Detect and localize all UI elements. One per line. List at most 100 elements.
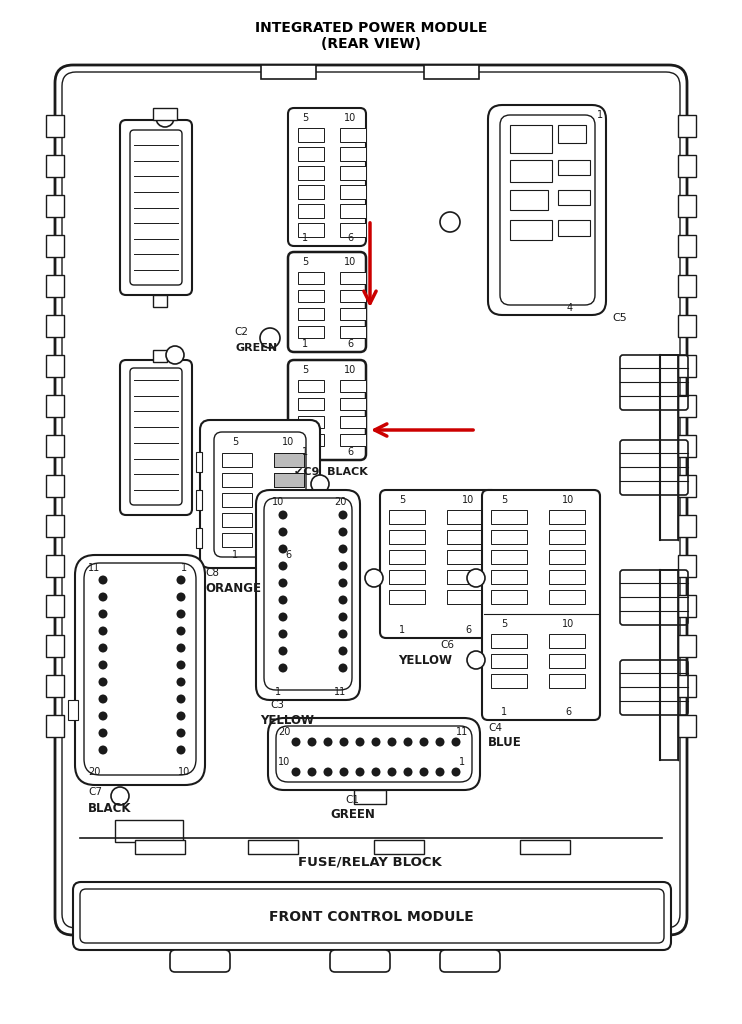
Bar <box>424 65 479 79</box>
FancyBboxPatch shape <box>200 420 320 568</box>
Text: C8: C8 <box>205 568 219 578</box>
Text: 10: 10 <box>344 113 356 123</box>
Bar <box>678 515 696 537</box>
Text: 5: 5 <box>302 365 308 375</box>
Bar <box>298 416 324 428</box>
Text: 6: 6 <box>347 233 353 243</box>
FancyBboxPatch shape <box>288 252 366 352</box>
FancyBboxPatch shape <box>75 555 205 785</box>
Circle shape <box>372 768 381 776</box>
Bar <box>274 473 304 487</box>
Bar <box>558 190 590 205</box>
Circle shape <box>436 768 444 776</box>
Circle shape <box>404 737 413 746</box>
Text: GREEN: GREEN <box>235 343 277 353</box>
Bar <box>46 275 64 297</box>
Bar <box>549 634 585 648</box>
Bar <box>46 195 64 217</box>
Bar <box>678 475 696 497</box>
Circle shape <box>278 630 287 639</box>
Circle shape <box>99 643 108 652</box>
Circle shape <box>278 561 287 570</box>
Bar <box>447 510 483 524</box>
Bar <box>298 290 324 302</box>
Bar <box>298 147 324 161</box>
Bar <box>340 416 366 428</box>
Circle shape <box>324 768 332 776</box>
Bar <box>153 350 167 362</box>
Text: 1: 1 <box>275 687 281 697</box>
Bar <box>274 513 304 527</box>
Bar <box>274 453 304 467</box>
Circle shape <box>99 745 108 755</box>
Bar <box>153 108 177 120</box>
Bar <box>222 534 252 547</box>
Circle shape <box>311 475 329 493</box>
Bar <box>389 550 425 564</box>
FancyBboxPatch shape <box>55 65 687 935</box>
Bar <box>340 272 366 284</box>
Circle shape <box>278 664 287 673</box>
Bar <box>491 634 527 648</box>
Text: ORANGE: ORANGE <box>205 582 261 595</box>
Bar <box>520 840 570 854</box>
Bar <box>340 290 366 302</box>
Bar <box>678 595 696 617</box>
Circle shape <box>177 627 186 636</box>
Bar <box>678 635 696 657</box>
Bar <box>491 654 527 668</box>
Circle shape <box>419 768 428 776</box>
Bar <box>196 490 202 510</box>
FancyBboxPatch shape <box>482 490 600 720</box>
Bar <box>340 204 366 218</box>
Bar <box>549 530 585 544</box>
Bar <box>549 550 585 564</box>
Circle shape <box>338 511 347 519</box>
Text: 20: 20 <box>334 497 347 507</box>
FancyBboxPatch shape <box>170 950 230 972</box>
Text: INTEGRATED POWER MODULE: INTEGRATED POWER MODULE <box>255 22 487 35</box>
Circle shape <box>278 579 287 588</box>
Bar <box>68 700 78 720</box>
Bar <box>549 570 585 584</box>
FancyBboxPatch shape <box>120 360 192 515</box>
Bar <box>46 715 64 737</box>
Bar <box>678 115 696 137</box>
Text: 5: 5 <box>302 113 308 123</box>
Text: 1: 1 <box>232 550 238 560</box>
Circle shape <box>404 768 413 776</box>
Text: 1: 1 <box>181 563 187 573</box>
Bar <box>46 635 64 657</box>
Bar <box>549 590 585 604</box>
Bar <box>389 570 425 584</box>
FancyBboxPatch shape <box>330 950 390 972</box>
Bar <box>678 675 696 697</box>
Circle shape <box>338 545 347 554</box>
Circle shape <box>99 712 108 721</box>
Bar <box>558 160 590 175</box>
Circle shape <box>177 745 186 755</box>
Circle shape <box>338 596 347 604</box>
Circle shape <box>387 737 396 746</box>
Bar <box>46 515 64 537</box>
Text: 1: 1 <box>302 233 308 243</box>
Circle shape <box>338 561 347 570</box>
Bar <box>298 326 324 338</box>
Text: 5: 5 <box>232 437 238 447</box>
Text: 10: 10 <box>344 365 356 375</box>
Circle shape <box>467 569 485 587</box>
Text: C5: C5 <box>613 313 628 323</box>
Text: 1: 1 <box>459 757 465 767</box>
Circle shape <box>177 643 186 652</box>
Text: 11: 11 <box>456 727 468 737</box>
Bar <box>678 155 696 177</box>
Bar <box>153 295 167 307</box>
Text: C1: C1 <box>345 795 359 805</box>
Circle shape <box>278 612 287 622</box>
Text: 10: 10 <box>178 767 190 777</box>
Bar <box>491 550 527 564</box>
Bar <box>274 493 304 507</box>
Text: BLUE: BLUE <box>488 736 522 750</box>
Bar <box>660 355 678 540</box>
Circle shape <box>355 737 364 746</box>
